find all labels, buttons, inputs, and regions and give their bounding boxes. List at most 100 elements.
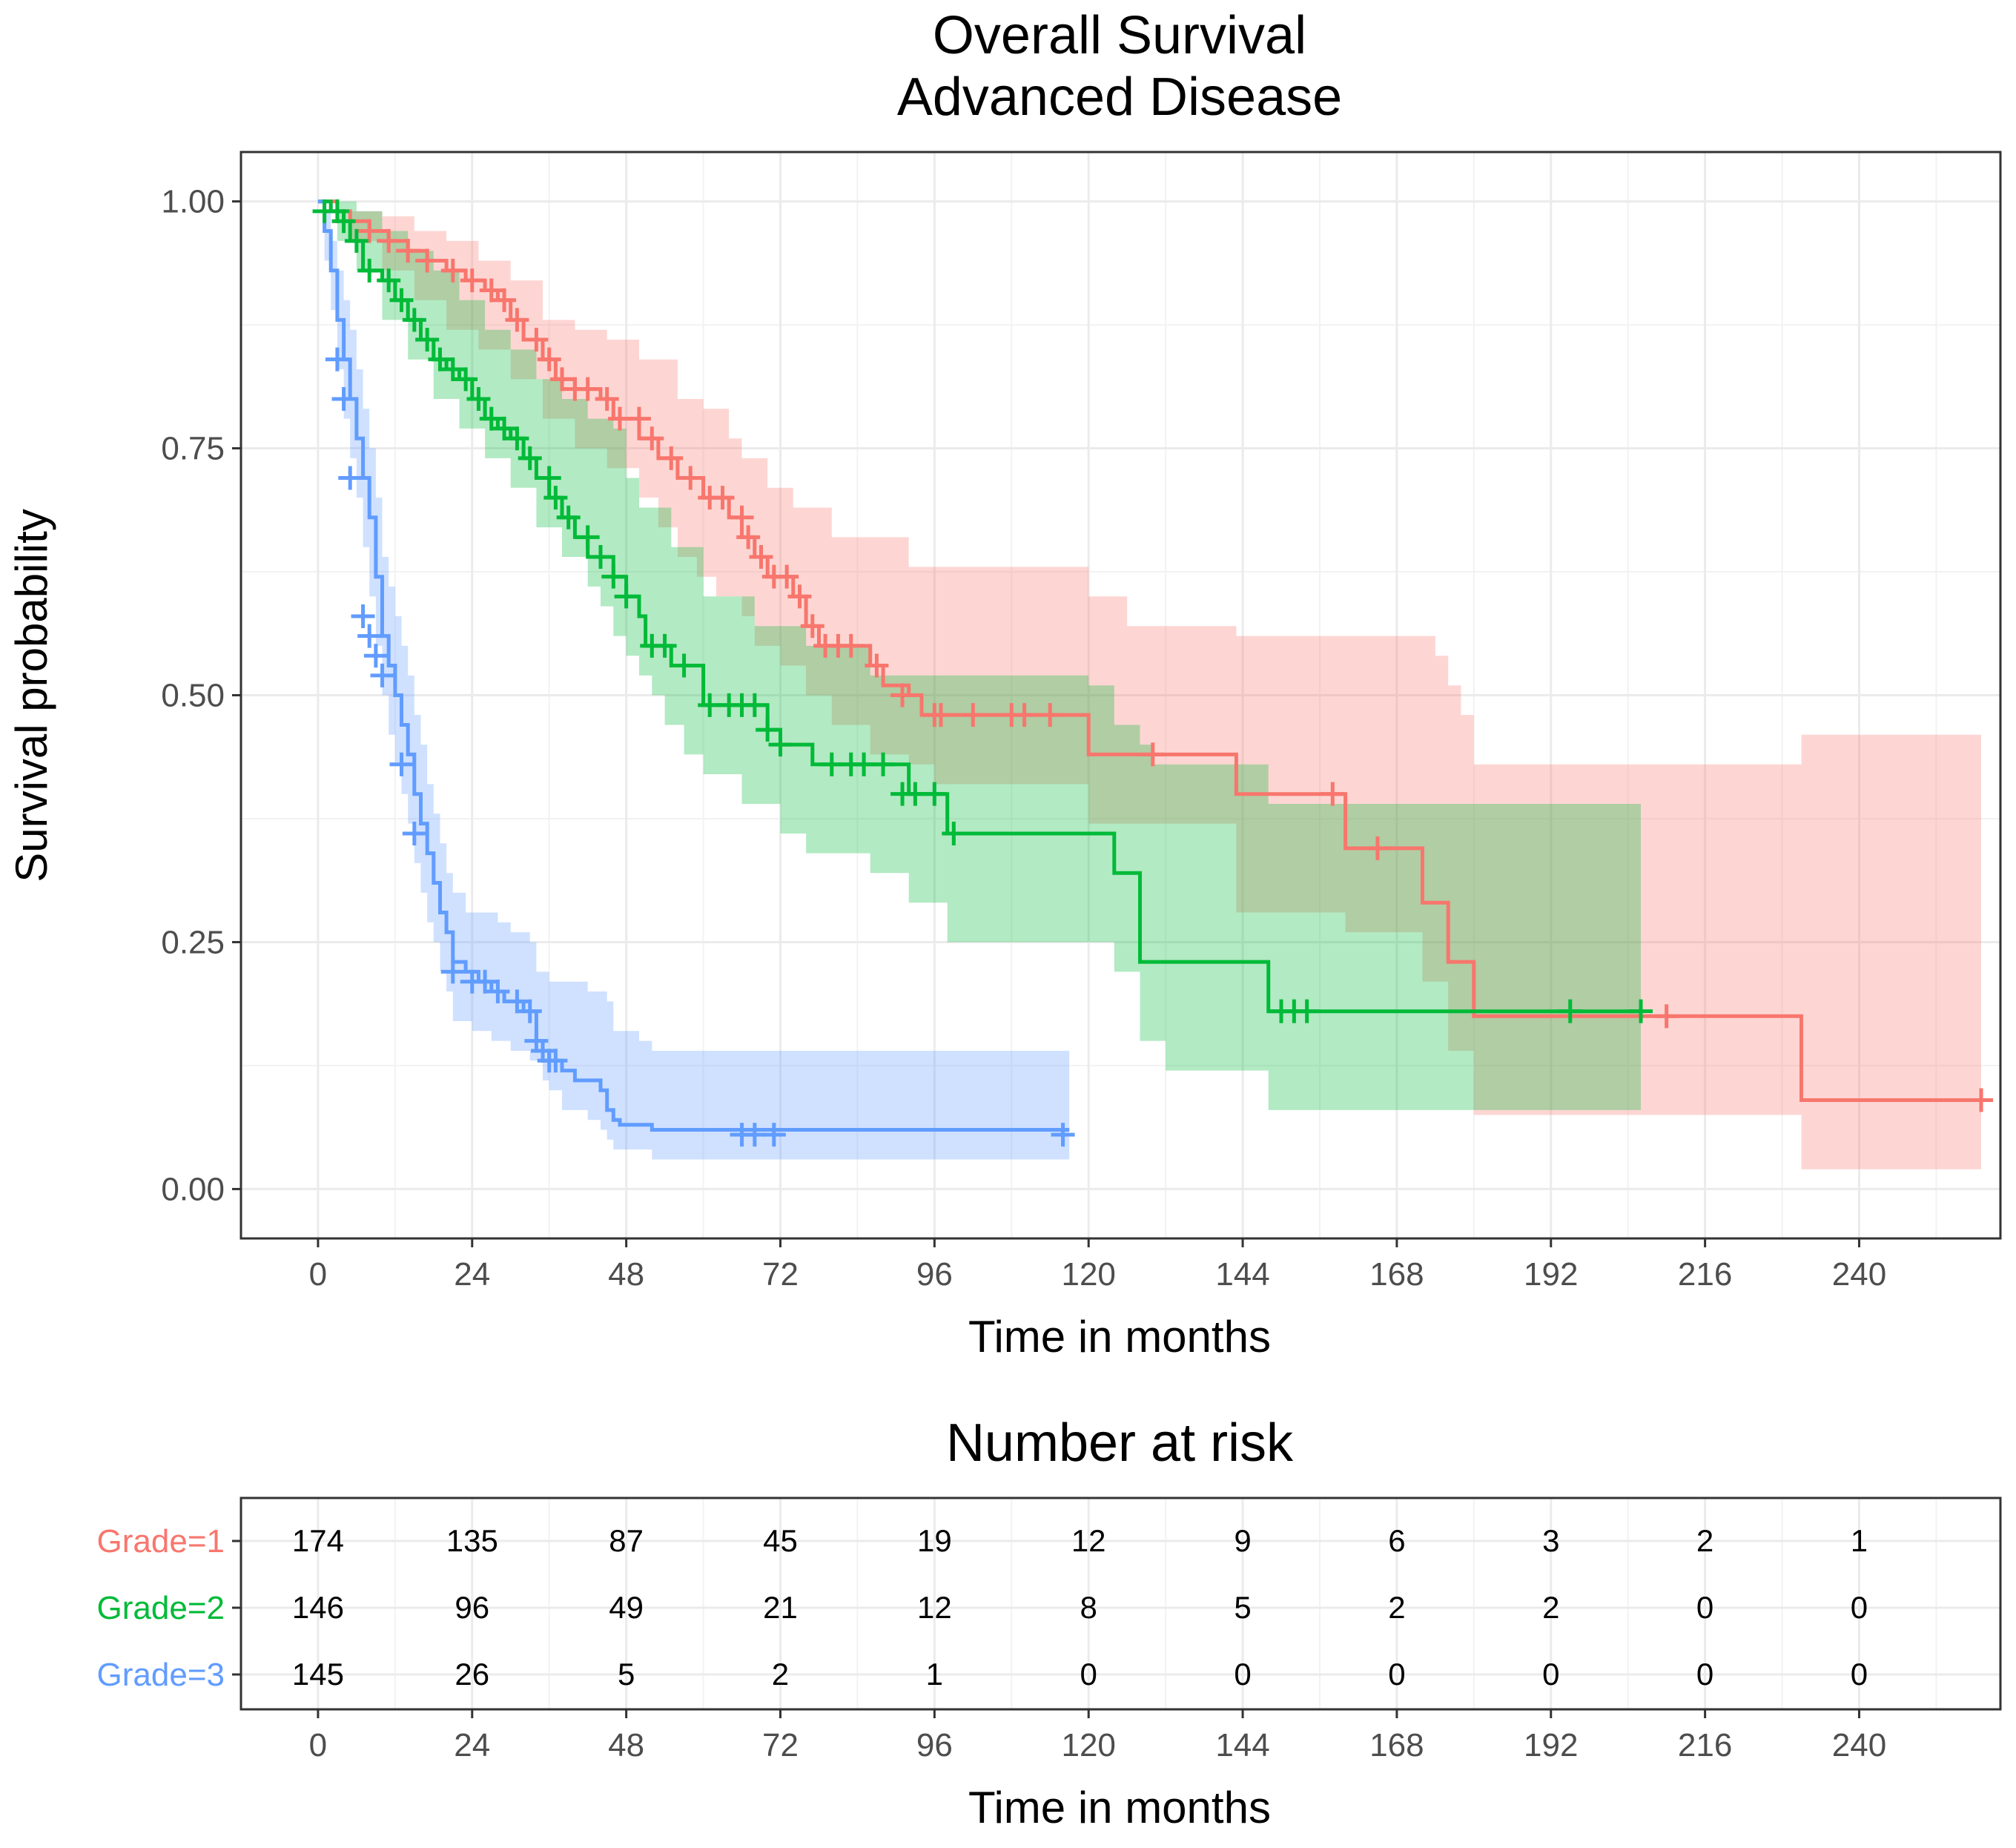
risk-row-label: Grade=1 xyxy=(97,1523,225,1560)
censor-mark-grade-2 xyxy=(768,733,793,757)
survival-plot-panel xyxy=(239,151,2002,1240)
censor-mark-grade-1 xyxy=(787,584,812,609)
censor-mark-grade-3 xyxy=(402,821,426,845)
x-axis-ticks: 0 24 48 72 96 120 144 168 192 216 240 xyxy=(309,1238,1886,1293)
censor-mark-grade-2 xyxy=(601,564,626,589)
censor-mark-grade-1 xyxy=(550,367,575,392)
censor-mark-grade-2 xyxy=(672,653,696,678)
risk-x-tick-label: 240 xyxy=(1832,1727,1886,1763)
x-tick-label: 240 xyxy=(1832,1256,1886,1293)
risk-x-tick-label: 120 xyxy=(1061,1727,1115,1763)
censor-mark-grade-1 xyxy=(730,505,754,529)
risk-count-cell: 3 xyxy=(1542,1523,1559,1558)
risk-x-tick-label: 96 xyxy=(916,1727,953,1763)
censor-mark-grade-1 xyxy=(492,288,517,312)
censor-mark-grade-1 xyxy=(961,703,985,727)
risk-count-cell: 145 xyxy=(292,1657,344,1692)
risk-count-cell: 1 xyxy=(1851,1523,1868,1558)
risk-row-label: Grade=3 xyxy=(97,1657,225,1693)
risk-count-cell: 8 xyxy=(1080,1590,1097,1625)
censor-mark-grade-2 xyxy=(492,416,517,440)
censor-mark-grade-2 xyxy=(575,525,600,550)
x-tick-label: 120 xyxy=(1061,1256,1115,1293)
censor-mark-grade-2 xyxy=(742,693,767,717)
major-gridlines xyxy=(241,152,2000,1238)
y-axis-title: Survival probability xyxy=(7,509,56,882)
censor-mark-grade-3 xyxy=(440,960,465,984)
censor-mark-grade-2 xyxy=(505,426,529,451)
censor-mark-grade-1 xyxy=(524,328,549,352)
risk-count-cell: 0 xyxy=(1851,1590,1868,1625)
censor-mark-grade-3 xyxy=(1051,1123,1075,1147)
censor-mark-grade-2 xyxy=(377,268,401,293)
ci-band-grade-2 xyxy=(317,201,1641,1110)
risk-count-cell: 26 xyxy=(455,1657,489,1692)
censor-mark-grade-1 xyxy=(627,406,651,431)
risk-count-cell: 19 xyxy=(917,1523,952,1558)
censor-mark-grade-1 xyxy=(415,248,440,273)
ci-band-grade-1 xyxy=(317,201,1982,1169)
censor-mark-grade-1 xyxy=(396,239,420,263)
censor-mark-grade-1 xyxy=(1140,742,1165,767)
survival-curve-grade-3 xyxy=(317,199,1070,1132)
censor-mark-grade-1 xyxy=(865,653,889,678)
censor-mark-grade-3 xyxy=(357,624,382,648)
censor-mark-grade-1 xyxy=(1365,836,1389,860)
censor-mark-grade-2 xyxy=(1295,999,1319,1023)
censor-mark-grade-1 xyxy=(839,633,863,658)
x-tick-label: 24 xyxy=(454,1256,490,1293)
risk-count-cell: 0 xyxy=(1851,1657,1868,1692)
risk-count-cell: 96 xyxy=(455,1590,489,1625)
risk-count-cell: 2 xyxy=(1542,1590,1559,1625)
censor-mark-grade-2 xyxy=(466,386,491,411)
censor-mark-grade-3 xyxy=(363,644,388,668)
censor-mark-grade-3 xyxy=(351,604,375,628)
censor-mark-grade-1 xyxy=(377,228,401,253)
risk-table-title: Number at risk xyxy=(946,1413,1294,1473)
censor-mark-grade-3 xyxy=(473,969,498,994)
censor-mark-grade-2 xyxy=(518,446,542,470)
risk-x-tick-label: 168 xyxy=(1369,1727,1424,1763)
censor-mark-grade-1 xyxy=(736,525,761,550)
censor-marks xyxy=(312,199,1994,1147)
censor-mark-grade-1 xyxy=(1038,703,1062,727)
risk-table-x-ticks: 0 24 48 72 96 120 144 168 192 216 240 xyxy=(309,1709,1886,1763)
risk-table-gridlines xyxy=(241,1498,2000,1709)
risk-x-tick-label: 0 xyxy=(309,1727,327,1763)
censor-mark-grade-2 xyxy=(389,288,414,312)
risk-count-cell: 0 xyxy=(1388,1657,1405,1692)
censor-mark-grade-3 xyxy=(370,663,394,687)
risk-row-label: Grade=2 xyxy=(97,1590,225,1626)
risk-x-tick-label: 144 xyxy=(1215,1727,1269,1763)
risk-count-cell: 1 xyxy=(926,1657,943,1692)
censor-mark-grade-2 xyxy=(428,347,452,372)
survival-curve-grade-1 xyxy=(317,199,1981,1102)
censor-mark-grade-1 xyxy=(357,219,382,243)
risk-x-tick-label: 72 xyxy=(762,1727,799,1763)
censor-mark-grade-1 xyxy=(710,486,735,510)
risk-count-cell: 5 xyxy=(618,1657,635,1692)
censor-mark-grade-1 xyxy=(775,564,799,589)
y-tick-label: 0.50 xyxy=(161,678,225,714)
x-tick-label: 144 xyxy=(1215,1256,1269,1293)
risk-table-background xyxy=(241,1498,2000,1709)
y-tick-label: 0.75 xyxy=(161,431,225,467)
censor-mark-grade-2 xyxy=(588,545,612,570)
risk-count-cell: 0 xyxy=(1080,1657,1097,1692)
censor-mark-grade-1 xyxy=(800,614,824,638)
censor-mark-grade-2 xyxy=(331,209,356,234)
censor-mark-grade-1 xyxy=(640,426,664,451)
censor-mark-grade-2 xyxy=(871,752,896,776)
censor-mark-grade-2 xyxy=(942,821,966,845)
risk-count-cell: 49 xyxy=(609,1590,644,1625)
risk-table-x-axis-title: Time in months xyxy=(968,1783,1271,1832)
censor-mark-grade-1 xyxy=(460,268,484,293)
censor-mark-grade-2 xyxy=(1558,999,1582,1023)
censor-mark-grade-2 xyxy=(357,258,382,283)
censor-mark-grade-2 xyxy=(440,357,465,381)
censor-mark-grade-1 xyxy=(537,347,561,372)
risk-x-tick-label: 216 xyxy=(1678,1727,1732,1763)
censor-mark-grade-1 xyxy=(659,446,684,470)
x-tick-label: 96 xyxy=(916,1256,953,1293)
